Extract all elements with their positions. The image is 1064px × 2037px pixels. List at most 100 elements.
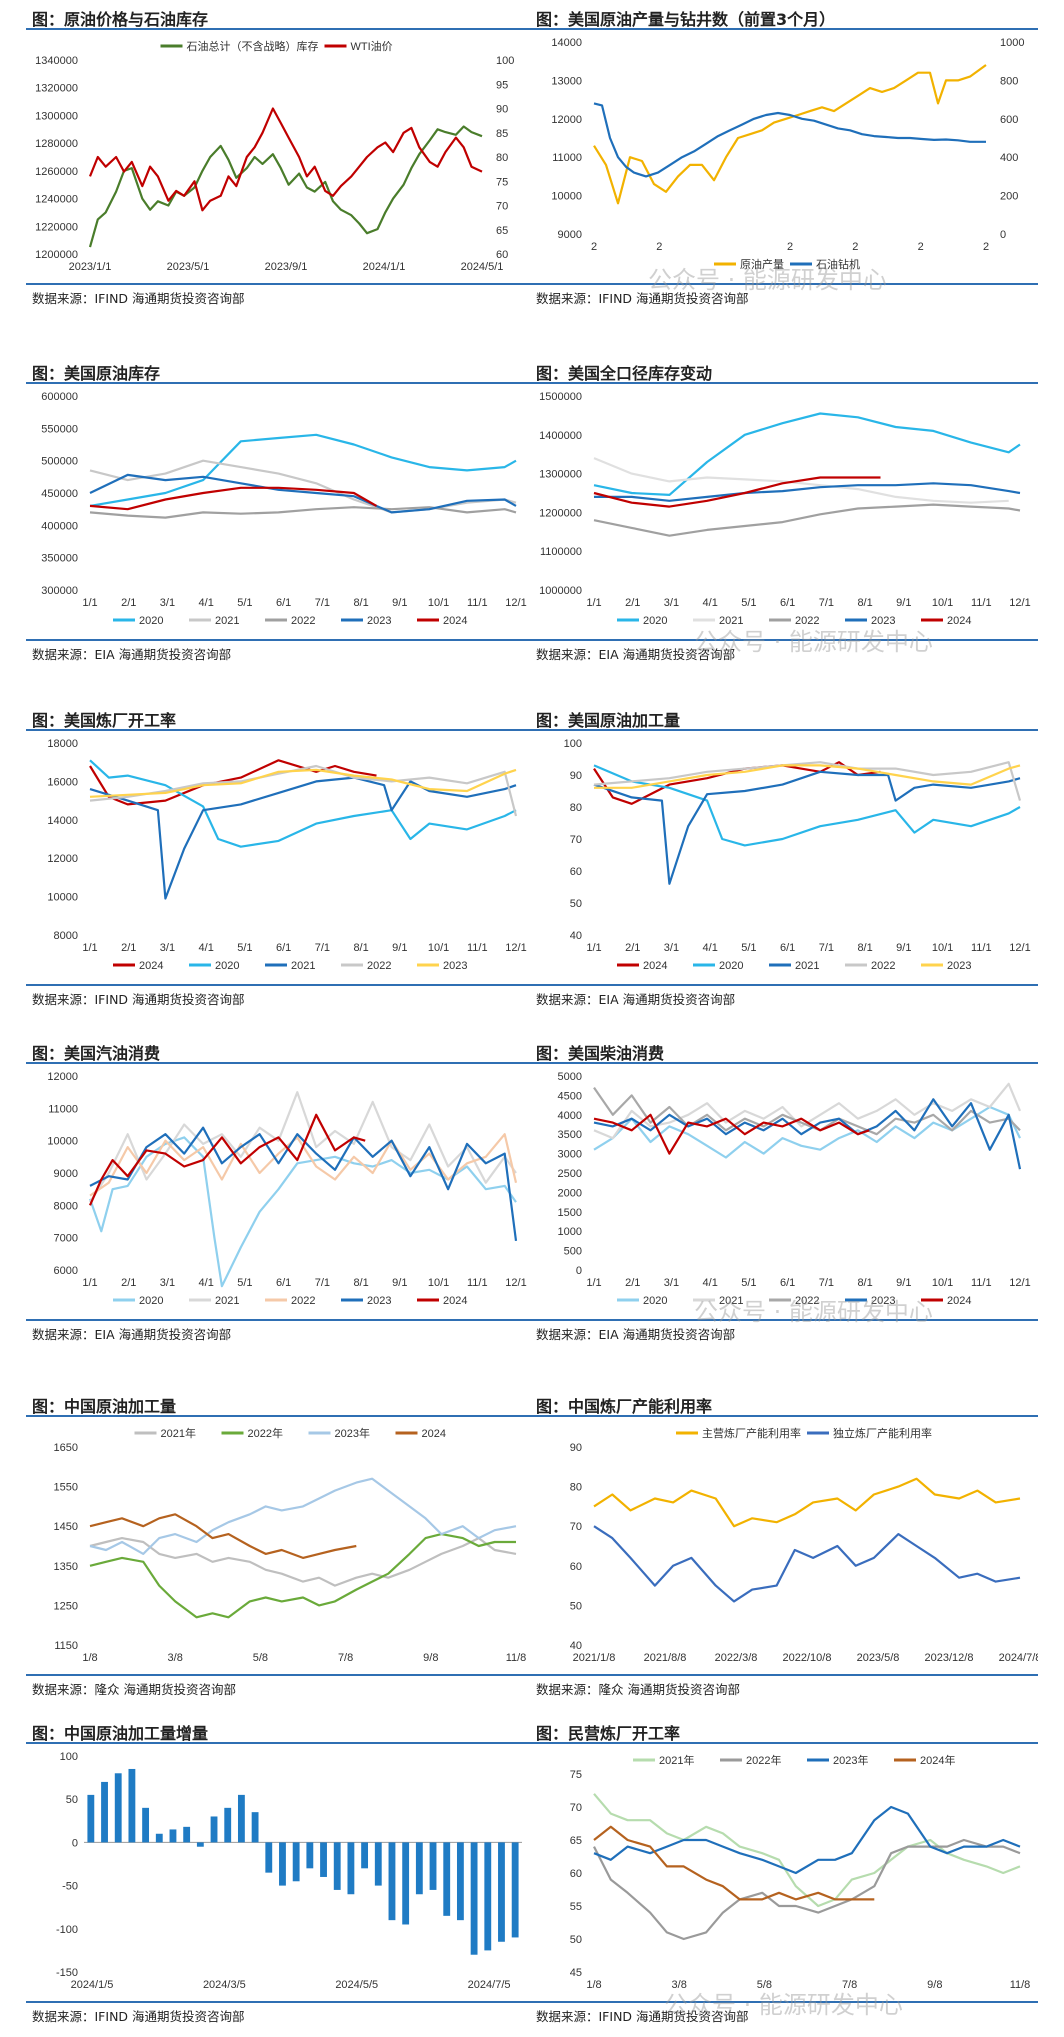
x-tick-label: 2024/1/1 bbox=[363, 261, 406, 273]
y-tick-label: 65 bbox=[570, 1835, 582, 1847]
x-tick-label: 3/8 bbox=[672, 1979, 687, 1991]
legend-label: 2022 bbox=[795, 1295, 819, 1307]
data-source: 数据来源：隆众 海通期货投资咨询部 bbox=[536, 1682, 740, 1697]
y-tick-label: 16000 bbox=[47, 776, 78, 788]
x-tick-label: 5/1 bbox=[237, 1277, 252, 1289]
y-tick-label: 10000 bbox=[47, 892, 78, 904]
y-tick-label: 1260000 bbox=[35, 166, 78, 178]
y-tick-label: 13000 bbox=[551, 75, 582, 87]
y-tick-label: 50 bbox=[570, 1934, 582, 1946]
x-tick-label: 2024/5/1 bbox=[461, 261, 504, 273]
chart-title: 图：美国柴油消费 bbox=[536, 1044, 665, 1063]
y-tick-label: 50 bbox=[570, 898, 582, 910]
series-line bbox=[593, 412, 1021, 496]
x-tick-label: 7/1 bbox=[819, 942, 834, 954]
x-tick-label: 11/8 bbox=[1010, 1979, 1031, 1991]
y-tick-label: 3500 bbox=[558, 1129, 582, 1141]
y-tick-label: 8000 bbox=[54, 930, 78, 942]
legend-label: 原油产量 bbox=[740, 257, 784, 271]
chart-svg: 300000 350000 400000 450000 500000 550000 6000… bbox=[41, 391, 526, 627]
chart-title: 图：美国原油库存 bbox=[32, 364, 161, 383]
chart-title: 图：美国原油产量与钻井数（前置3个月） bbox=[536, 10, 836, 29]
series-line bbox=[593, 1082, 1022, 1140]
bar bbox=[320, 1842, 327, 1877]
y-tick-label: 11000 bbox=[552, 152, 582, 164]
chart-panel-p8: 图：美国柴油消费 数据来源：EIA 海通期货投资咨询部 0 500 1000 1500 20… bbox=[530, 1040, 1038, 1342]
series-line bbox=[593, 102, 986, 178]
y2-tick-label: 80 bbox=[496, 152, 508, 164]
data-source: 数据来源：EIA 海通期货投资咨询部 bbox=[536, 992, 736, 1007]
y-tick-label: 50 bbox=[570, 1600, 582, 1612]
y-tick-label: 500 bbox=[564, 1246, 582, 1258]
series-line bbox=[88, 1136, 517, 1288]
legend-label: 2024 bbox=[422, 1428, 446, 1440]
series-line bbox=[593, 64, 987, 205]
series-line bbox=[593, 457, 1009, 504]
source-rule bbox=[530, 283, 1038, 285]
bar bbox=[265, 1842, 273, 1873]
x-tick-label: 2 bbox=[918, 241, 924, 253]
legend-label: 2024 bbox=[139, 960, 163, 972]
y-tick-label: 60 bbox=[570, 1868, 582, 1880]
legend-label: 2021 bbox=[291, 960, 315, 972]
title-rule bbox=[26, 382, 534, 384]
x-tick-label: 3/1 bbox=[664, 942, 679, 954]
x-tick-label: 1/1 bbox=[586, 1277, 601, 1289]
y-tick-label: 11000 bbox=[48, 1103, 78, 1115]
series-line bbox=[89, 1537, 517, 1587]
x-tick-label: 4/1 bbox=[703, 597, 718, 609]
y-tick-label: 10000 bbox=[47, 1136, 78, 1148]
legend-label: 石油钻机 bbox=[816, 257, 860, 271]
y-tick-label: 1000 bbox=[558, 1226, 582, 1238]
source-rule bbox=[26, 2001, 534, 2003]
y-tick-label: 600000 bbox=[41, 391, 78, 403]
y-tick-label: 9000 bbox=[558, 229, 582, 241]
title-rule bbox=[530, 1062, 1038, 1064]
series-line bbox=[593, 1477, 1021, 1528]
source-rule bbox=[530, 984, 1038, 986]
data-source: 数据来源：EIA 海通期货投资咨询部 bbox=[32, 647, 232, 662]
chart-svg: 9000 10000 11000 12000 13000 14000 0 200 400 600 8… bbox=[551, 37, 1024, 271]
legend-label: 2022年 bbox=[746, 1753, 781, 1767]
x-tick-label: 9/1 bbox=[392, 942, 407, 954]
legend-label: 2022 bbox=[291, 1295, 315, 1307]
x-tick-label: 12/1 bbox=[505, 1277, 526, 1289]
legend-label: 2023 bbox=[443, 960, 467, 972]
bar bbox=[402, 1842, 410, 1925]
x-tick-label: 2/1 bbox=[625, 942, 640, 954]
chart-svg: 40 50 60 70 80 90 100 1/1 2/1 3/1 4/1 5/1 6/1 7/1 8/1 9… bbox=[564, 738, 1031, 972]
x-tick-label: 3/1 bbox=[664, 597, 679, 609]
y-tick-label: 75 bbox=[570, 1769, 582, 1781]
y-tick-label: -50 bbox=[62, 1881, 78, 1893]
y-tick-label: 14000 bbox=[551, 37, 582, 49]
x-tick-label: 2/1 bbox=[625, 1277, 640, 1289]
y-tick-label: 80 bbox=[570, 1482, 582, 1494]
y-tick-label: 1650 bbox=[54, 1442, 78, 1454]
bar bbox=[456, 1842, 464, 1921]
y-tick-label: 1500000 bbox=[539, 391, 582, 403]
chart-title: 图：原油价格与石油库存 bbox=[32, 10, 209, 29]
y-tick-label: 1300000 bbox=[35, 110, 78, 122]
x-tick-label: 11/1 bbox=[467, 597, 488, 609]
chart-panel-p3: 图：美国原油库存数据来源：EIA 海通期货投资咨询部 300000 350000 40… bbox=[26, 360, 534, 662]
source-rule bbox=[26, 1674, 534, 1676]
legend-label: 2024年 bbox=[920, 1753, 955, 1767]
x-tick-label: 1/1 bbox=[82, 597, 97, 609]
series-line bbox=[88, 1113, 366, 1206]
chart-title: 图：中国炼厂产能利用率 bbox=[536, 1397, 713, 1416]
y-tick-label: 10000 bbox=[551, 191, 582, 203]
x-tick-label: 2 bbox=[983, 241, 989, 253]
x-tick-label: 1/8 bbox=[82, 1652, 97, 1664]
series-line bbox=[89, 759, 377, 806]
y-tick-label: 9000 bbox=[54, 1168, 78, 1180]
y-tick-label: 1320000 bbox=[35, 83, 78, 95]
y-tick-label: 1200000 bbox=[35, 249, 78, 261]
x-tick-label: 9/8 bbox=[927, 1979, 942, 1991]
y-tick-label: 70 bbox=[570, 1802, 582, 1814]
x-tick-label: 7/1 bbox=[819, 1277, 834, 1289]
x-tick-label: 2021/1/8 bbox=[573, 1652, 616, 1664]
x-tick-label: 2023/12/8 bbox=[925, 1652, 974, 1664]
x-tick-label: 2022/10/8 bbox=[783, 1652, 832, 1664]
bar bbox=[114, 1773, 122, 1843]
chart-title: 图：中国原油加工量 bbox=[32, 1397, 177, 1416]
